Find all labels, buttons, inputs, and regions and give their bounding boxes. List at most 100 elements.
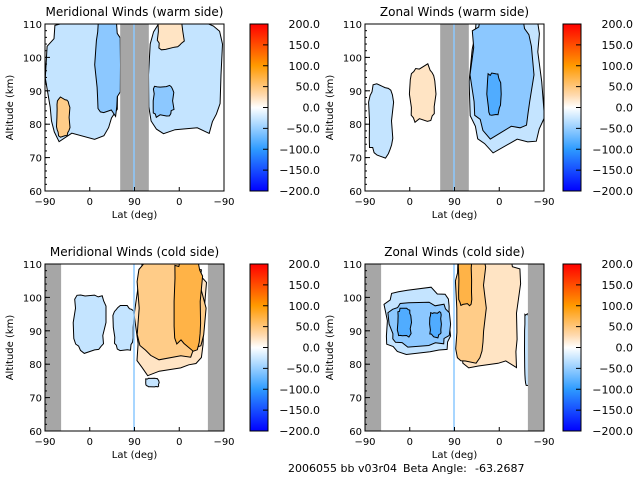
y-tick-label: 110 <box>23 20 42 31</box>
contour-neg1 <box>72 294 107 354</box>
contour-pos3 <box>457 264 473 307</box>
contour-pos3 <box>173 264 204 352</box>
colorbar-tick-label: −150.0 <box>592 404 633 417</box>
chart-title: Meridional Winds (cold side) <box>50 245 219 259</box>
y-axis-label: Altitude (km) <box>325 315 336 381</box>
y-tick-label: 70 <box>29 154 42 165</box>
y-axis-label: Altitude (km) <box>325 75 336 141</box>
footer-run-id: 2006055 bb v03r04 <box>288 462 397 475</box>
x-tick-label: 0 <box>407 197 413 208</box>
colorbar-tick-label: −200.0 <box>592 425 633 438</box>
x-tick-label: −90 <box>533 197 554 208</box>
x-tick-label: −90 <box>354 197 375 208</box>
colorbar-tick-label: 0.0 <box>303 102 321 115</box>
contour-neg2 <box>469 24 535 140</box>
y-tick-label: 90 <box>349 327 362 338</box>
x-tick-label: 0 <box>176 197 182 208</box>
colorbar-tick-label: 0.0 <box>616 342 634 355</box>
colorbar-tick-label: 200.0 <box>289 258 321 271</box>
contour-neg2 <box>152 84 175 119</box>
contour-pos1 <box>408 63 437 124</box>
y-tick-label: 100 <box>343 293 362 304</box>
x-tick-label: −90 <box>354 437 375 448</box>
colorbar-tick-label: −200.0 <box>592 185 633 198</box>
colorbar-tick-label: −50.0 <box>286 362 320 375</box>
x-tick-label: 0 <box>407 437 413 448</box>
colorbar-tick-label: −150.0 <box>279 164 320 177</box>
y-tick-label: 80 <box>29 360 42 371</box>
colorbar-tick-label: −100.0 <box>592 383 633 396</box>
colorbar-tick-label: −200.0 <box>279 185 320 198</box>
plot-area <box>45 24 224 191</box>
x-tick-label: 90 <box>448 197 461 208</box>
y-tick-label: 90 <box>349 87 362 98</box>
missing-data-band <box>45 264 62 431</box>
colorbar-tick-label: 100.0 <box>289 300 321 313</box>
y-tick-label: 60 <box>29 427 42 438</box>
y-tick-label: 110 <box>343 20 362 31</box>
contour-neg3 <box>486 72 502 116</box>
contour-neg3 <box>396 307 413 338</box>
colorbar-tick-label: −100.0 <box>279 143 320 156</box>
chart-title: Meridional Winds (warm side) <box>46 5 224 19</box>
x-tick-label: 0 <box>87 437 93 448</box>
y-tick-label: 100 <box>23 293 42 304</box>
colorbar-tick-label: 50.0 <box>609 81 634 94</box>
y-tick-label: 70 <box>29 394 42 405</box>
x-axis-label: Lat (deg) <box>432 450 478 461</box>
x-tick-label: −90 <box>213 437 234 448</box>
colorbar-tick-label: −50.0 <box>599 362 633 375</box>
x-tick-label: 0 <box>176 437 182 448</box>
colorbar-tick-label: 50.0 <box>296 321 321 334</box>
contour-neg1 <box>112 305 135 352</box>
colorbar-tick-label: 0.0 <box>303 342 321 355</box>
y-tick-label: 80 <box>29 120 42 131</box>
colorbar-tick-label: 150.0 <box>602 39 634 52</box>
colorbar-tick-label: −50.0 <box>286 122 320 135</box>
contour-pos1 <box>156 24 185 51</box>
x-tick-label: −90 <box>34 437 55 448</box>
x-axis-label: Lat (deg) <box>112 210 158 221</box>
contour-neg1 <box>368 83 395 159</box>
x-tick-label: −90 <box>213 197 234 208</box>
colorbar-tick-label: 200.0 <box>602 258 634 271</box>
colorbar-tick-label: 150.0 <box>289 39 321 52</box>
y-tick-label: 100 <box>23 53 42 64</box>
panel-4: Zonal Winds (cold side) 60 70 80 90 100 110 −90… <box>325 245 633 461</box>
colorbar: 200.0 150.0 100.0 50.0 0.0 −50.0 −100.0 −150.0 −… <box>249 18 321 198</box>
plot-area <box>365 264 544 431</box>
colorbar-tick-label: 50.0 <box>296 81 321 94</box>
plot-area <box>45 264 224 431</box>
colorbar-tick-label: 100.0 <box>602 300 634 313</box>
colorbar: 200.0 150.0 100.0 50.0 0.0 −50.0 −100.0 −150.0 −… <box>249 258 321 438</box>
y-tick-label: 70 <box>349 154 362 165</box>
colorbar-tick-label: 50.0 <box>609 321 634 334</box>
colorbar-tick-label: −200.0 <box>279 425 320 438</box>
y-axis-label: Altitude (km) <box>5 315 16 381</box>
panel-2: Zonal Winds (warm side) 60 70 80 90 100 110 −90… <box>325 5 633 221</box>
colorbar-tick-label: −100.0 <box>592 143 633 156</box>
colorbar-tick-label: −50.0 <box>599 122 633 135</box>
y-tick-label: 110 <box>343 260 362 271</box>
y-tick-label: 60 <box>29 187 42 198</box>
missing-data-band <box>365 264 382 431</box>
panel-1: Meridional Winds (warm side) 60 70 80 90 100 1… <box>5 5 320 221</box>
x-tick-label: 0 <box>496 437 502 448</box>
x-tick-label: −90 <box>34 197 55 208</box>
y-tick-label: 110 <box>23 260 42 271</box>
y-tick-label: 60 <box>349 187 362 198</box>
plot-area <box>365 24 544 191</box>
y-tick-label: 80 <box>349 360 362 371</box>
x-axis-label: Lat (deg) <box>432 210 478 221</box>
chart-title: Zonal Winds (warm side) <box>380 5 529 19</box>
y-tick-label: 80 <box>349 120 362 131</box>
panel-3: Meridional Winds (cold side) 60 70 80 90 100 1… <box>5 245 320 461</box>
contour-pos2 <box>55 96 71 138</box>
missing-data-band <box>527 264 544 431</box>
y-axis-label: Altitude (km) <box>5 75 16 141</box>
y-tick-label: 90 <box>29 87 42 98</box>
x-tick-label: 90 <box>448 437 461 448</box>
colorbar-tick-label: −150.0 <box>279 404 320 417</box>
chart-title: Zonal Winds (cold side) <box>384 245 525 259</box>
colorbar-tick-label: −100.0 <box>279 383 320 396</box>
